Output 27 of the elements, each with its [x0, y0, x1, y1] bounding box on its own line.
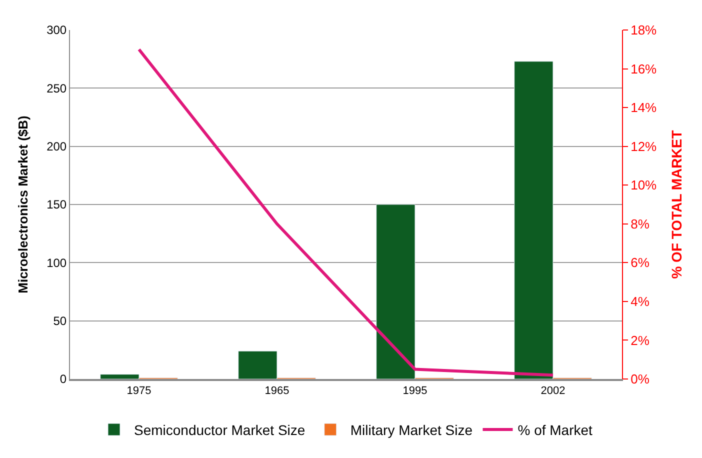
y2-tick-label: 6% [630, 255, 650, 270]
y-tick-label: 200 [46, 140, 67, 154]
y2-tick-label: 4% [630, 294, 650, 309]
y-tick-label: 50 [53, 314, 67, 328]
y-tick-label: 100 [46, 256, 67, 270]
x-tick-label: 1965 [264, 385, 290, 398]
y2-tick-label: 2% [630, 332, 650, 348]
y2-tick-label: 12% [630, 138, 658, 154]
y-axis-title: Microelectronics Market ($B) [16, 116, 31, 294]
y-tick-label: 250 [46, 81, 67, 96]
y2-tick-label: 18% [630, 22, 658, 38]
y2-tick-label: 14% [630, 100, 658, 116]
y-tick-label: 300 [46, 23, 67, 38]
y-tick-label: 150 [46, 198, 67, 212]
line-series [138, 48, 554, 377]
y2-tick-label: 8% [630, 216, 650, 232]
y2-tick-label: 0% [630, 372, 650, 387]
legend-label: % of Market [518, 422, 593, 438]
legend-label: Military Market Size [350, 422, 473, 438]
y-tick-label: 0 [60, 372, 67, 386]
legend-label: Semiconductor Market Size [134, 422, 306, 438]
x-tick-label: 1975 [126, 385, 152, 398]
x-tick-label: 2002 [540, 385, 566, 398]
y2-tick-label: 10% [630, 178, 658, 193]
y2-tick-label: 16% [630, 61, 658, 76]
x-tick-label: 1995 [402, 385, 428, 398]
y2-axis-title: % OF TOTAL MARKET [668, 130, 684, 279]
